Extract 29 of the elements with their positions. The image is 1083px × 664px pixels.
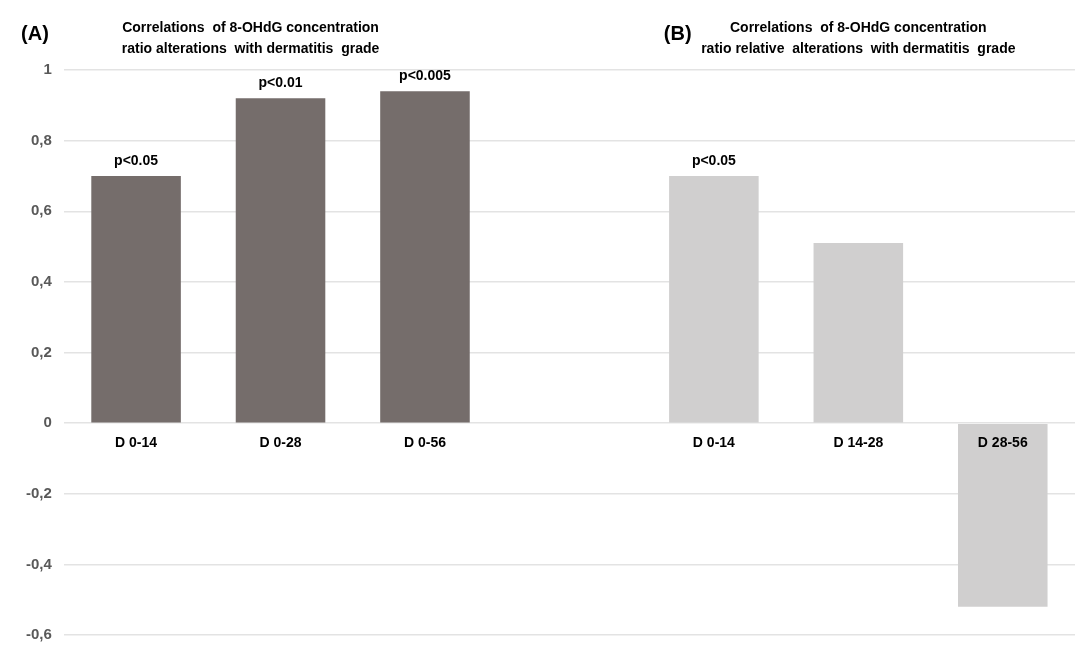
bar bbox=[91, 175, 181, 423]
y-tick-label: 0,2 bbox=[30, 342, 52, 360]
bar bbox=[235, 98, 326, 423]
y-tick-label: -0,6 bbox=[25, 625, 52, 643]
x-tick-label: D 14-28 bbox=[833, 433, 884, 450]
x-tick-label: D 0-56 bbox=[403, 433, 447, 450]
y-tick-label: 1 bbox=[43, 60, 52, 78]
bar bbox=[958, 423, 1048, 607]
x-tick-label: D 0-14 bbox=[115, 433, 158, 450]
text: Correlations of 8-OHdG concentration ratio relative alterations with dermatitis grade bbox=[701, 18, 1016, 56]
bar bbox=[813, 243, 904, 423]
x-tick-label: D 0-28 bbox=[259, 433, 302, 450]
text: (B) bbox=[663, 21, 692, 44]
text: Correlations of 8-OHdG concentration ratio alterations with dermatitis grade bbox=[121, 18, 380, 56]
y-tick-label: -0,4 bbox=[25, 554, 53, 572]
data-label: p<0.005 bbox=[399, 67, 452, 84]
data-label: p<0.05 bbox=[114, 151, 159, 168]
text: (A) bbox=[21, 21, 49, 44]
bar bbox=[380, 91, 470, 423]
y-tick-label: -0,2 bbox=[25, 483, 52, 501]
data-label: p<0.05 bbox=[691, 151, 737, 168]
x-tick-label: D 0-14 bbox=[692, 433, 736, 450]
x-tick-label: D 28-56 bbox=[977, 433, 1028, 450]
y-tick-label: 0,6 bbox=[30, 201, 52, 219]
y-tick-label: 0 bbox=[43, 413, 52, 431]
y-tick-label: 0,8 bbox=[30, 130, 52, 148]
bar bbox=[669, 175, 759, 423]
data-label: p<0.01 bbox=[258, 74, 303, 91]
y-tick-label: 0,4 bbox=[30, 272, 53, 290]
